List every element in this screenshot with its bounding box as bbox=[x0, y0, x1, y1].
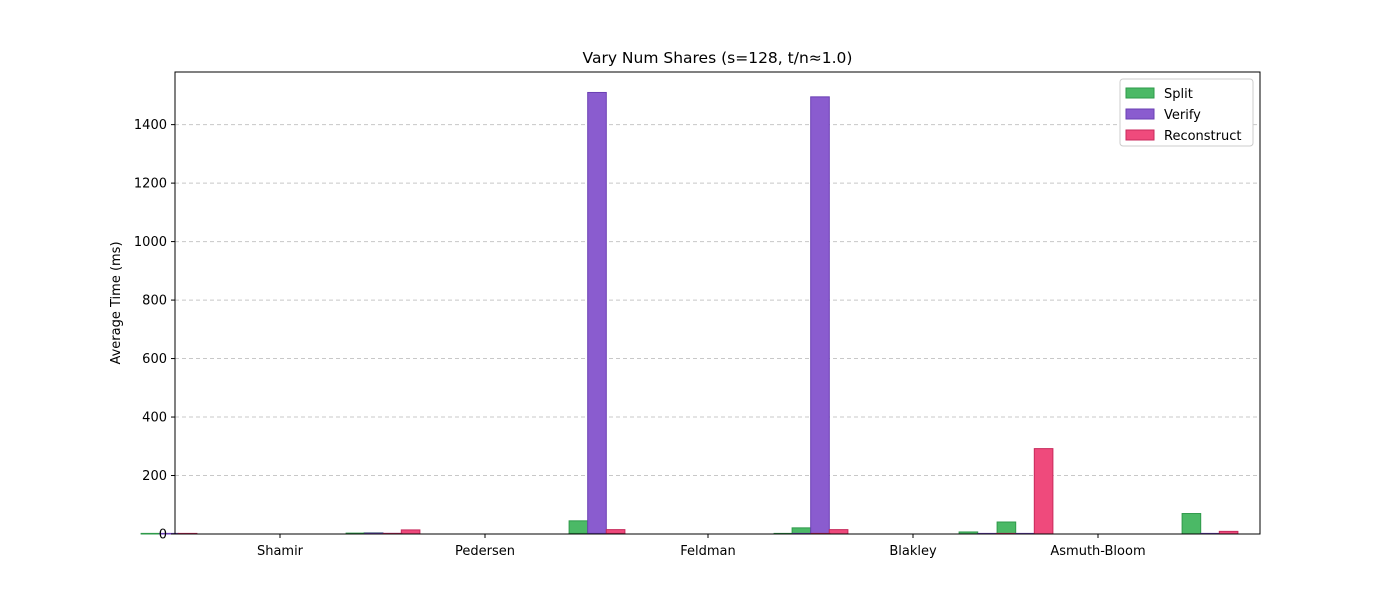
legend-label: Reconstruct bbox=[1164, 129, 1242, 144]
chart-title: Vary Num Shares (s=128, t/n≈1.0) bbox=[583, 49, 853, 67]
bar-verify bbox=[810, 96, 830, 535]
bar-split bbox=[568, 520, 589, 535]
x-tick-label: Pedersen bbox=[455, 544, 515, 559]
legend: Split Verify Reconstruct bbox=[1119, 78, 1254, 147]
y-tick-label: 400 bbox=[142, 411, 167, 426]
y-axis-label: Average Time (ms) bbox=[109, 241, 124, 364]
grid bbox=[175, 124, 1260, 477]
y-tick-label: 1200 bbox=[134, 177, 167, 192]
legend-label: Split bbox=[1164, 87, 1193, 102]
bars bbox=[140, 91, 1239, 535]
bar-reconstruct bbox=[400, 529, 421, 535]
plot-frame bbox=[174, 71, 1261, 535]
legend-swatch bbox=[1125, 129, 1155, 141]
bar-reconstruct bbox=[1033, 448, 1054, 535]
y-tick-label: 600 bbox=[142, 352, 167, 367]
y-tick-label: 800 bbox=[142, 294, 167, 309]
x-tick-label: Asmuth-Bloom bbox=[1050, 544, 1145, 559]
x-axis-ticks: Shamir Pedersen Feldman Blakley Asmuth-Bloom bbox=[257, 534, 1146, 559]
x-tick-label: Shamir bbox=[257, 544, 304, 559]
legend-label: Verify bbox=[1164, 108, 1201, 123]
legend-swatch bbox=[1125, 108, 1155, 120]
bar-reconstruct bbox=[828, 529, 849, 535]
bar-split bbox=[140, 532, 161, 535]
y-tick-label: 1400 bbox=[134, 118, 167, 133]
x-tick-label: Blakley bbox=[889, 544, 937, 559]
y-tick-label: 0 bbox=[159, 528, 167, 543]
bar-split bbox=[996, 521, 1017, 535]
y-tick-label: 1000 bbox=[134, 235, 167, 250]
bar-split bbox=[1181, 513, 1202, 535]
legend-swatch bbox=[1125, 87, 1155, 99]
bar-verify bbox=[587, 91, 607, 535]
y-axis-ticks: 0 200 400 600 800 1000 1200 1400 bbox=[134, 118, 175, 543]
x-tick-label: Feldman bbox=[680, 544, 736, 559]
y-tick-label: 200 bbox=[142, 469, 167, 484]
